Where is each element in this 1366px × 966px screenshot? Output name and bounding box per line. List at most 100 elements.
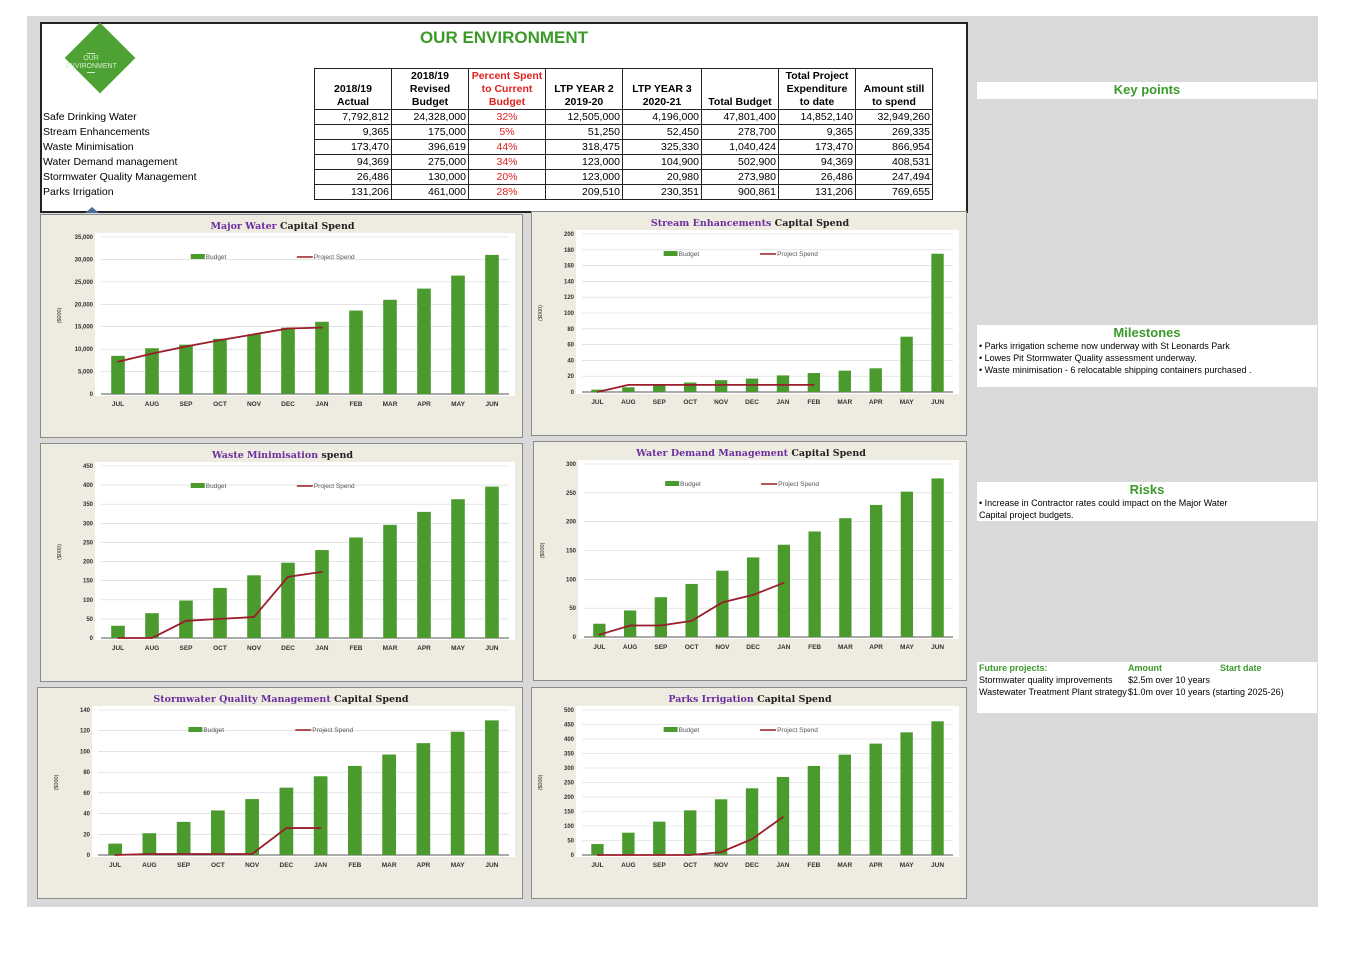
budget-bar xyxy=(591,843,604,855)
future-project-name: Stormwater quality improvements xyxy=(979,675,1113,685)
chart-title: Water Demand Management Capital Spend xyxy=(635,448,866,459)
budget-bar xyxy=(684,810,697,855)
chart-title: Waste Minimisation spend xyxy=(211,450,353,461)
project-spend-point xyxy=(720,851,722,853)
table-cell: 175,000 xyxy=(391,124,469,140)
budget-bar xyxy=(383,524,397,638)
x-tick-label: SEP xyxy=(177,862,191,869)
budget-bar xyxy=(776,375,790,392)
project-spend-point xyxy=(782,384,784,386)
amount-heading: Amount xyxy=(1128,663,1162,673)
x-tick-label: JUL xyxy=(591,862,603,869)
x-tick-label: AUG xyxy=(145,401,159,408)
project-spend-point xyxy=(151,637,153,639)
project-spend-point xyxy=(321,326,323,329)
y-tick-label: 250 xyxy=(564,781,575,787)
x-tick-label: NOV xyxy=(247,401,262,408)
budget-bar xyxy=(179,344,193,394)
x-tick-label: SEP xyxy=(653,862,667,869)
x-tick-label: MAR xyxy=(838,644,853,651)
project-spend-point xyxy=(689,854,692,856)
y-tick-label: 40 xyxy=(567,358,574,364)
project-spend-point xyxy=(185,345,187,348)
chart-water-demand: Water Demand Management Capital Spend ($0… xyxy=(533,441,967,681)
legend-spend-label: Project Spend xyxy=(777,727,818,734)
project-spend-point xyxy=(253,333,255,336)
budget-bar xyxy=(623,610,637,637)
plot-area xyxy=(576,230,959,394)
x-tick-label: NOV xyxy=(245,862,260,869)
plot-area xyxy=(95,462,515,640)
budget-bar xyxy=(281,562,295,638)
x-tick-label: DEC xyxy=(745,399,759,406)
y-tick-label: 400 xyxy=(564,737,575,743)
x-tick-label: JUL xyxy=(112,645,124,652)
x-tick-label: SEP xyxy=(653,399,667,406)
budget-bar xyxy=(714,380,728,392)
legend-budget-label: Budget xyxy=(679,727,700,734)
risk-item: Capital project budgets. xyxy=(979,510,1074,520)
table-cell: 396,619 xyxy=(391,139,469,155)
x-tick-label: MAR xyxy=(837,399,852,406)
table-cell: 7,792,812 xyxy=(314,109,392,125)
x-tick-label: FEB xyxy=(808,644,821,651)
col-header-revised-budget: 2018/19 Revised Budget xyxy=(391,68,469,110)
budget-bar xyxy=(838,370,851,392)
project-spend-point xyxy=(751,838,753,840)
project-spend-point xyxy=(251,853,253,855)
budget-bar xyxy=(746,557,760,637)
y-tick-label: 300 xyxy=(83,521,94,527)
budget-bar xyxy=(869,504,883,637)
chart-title-highlight: Waste Minimisation xyxy=(211,450,318,461)
x-tick-label: NOV xyxy=(247,645,262,652)
start-date-heading: Start date xyxy=(1220,663,1262,673)
chart-title-highlight: Stream Enhancements xyxy=(651,218,772,229)
project-spend-point xyxy=(751,384,753,386)
table-cell: 12,505,000 xyxy=(545,109,623,125)
chart-waste-minimisation: Waste Minimisation spend ($000) 0 50 100 150 2… xyxy=(40,443,523,682)
y-tick-label: 20 xyxy=(567,374,574,380)
y-tick-label: 160 xyxy=(564,264,575,270)
budget-bar xyxy=(349,310,363,394)
table-cell: 26,486 xyxy=(778,169,856,185)
budget-bar xyxy=(451,499,465,638)
pointer-icon xyxy=(85,207,99,213)
budget-bar xyxy=(485,486,499,638)
col-header-amount-remaining: Amount still to spend xyxy=(855,68,933,110)
x-tick-label: OCT xyxy=(213,645,227,652)
project-spend-point xyxy=(627,854,630,856)
y-tick-label: 25,000 xyxy=(75,280,94,286)
future-project-amount: $1.0m over 10 years (starting 2025-26) xyxy=(1128,687,1284,697)
table-cell: 275,000 xyxy=(391,154,469,170)
y-tick-label: 20 xyxy=(83,832,90,838)
x-tick-label: MAY xyxy=(451,401,466,408)
y-tick-label: 150 xyxy=(564,810,575,816)
table-row: Waste Minimisation 173,470 396,619 44% 318,4… xyxy=(42,139,933,155)
table-cell: 44% xyxy=(468,139,546,155)
chart-title-rest: spend xyxy=(318,450,353,461)
table-cell: 173,470 xyxy=(314,139,392,155)
row-label: Parks Irrigation xyxy=(43,186,114,198)
x-tick-label: JUL xyxy=(112,401,124,408)
table-cell: 900,861 xyxy=(701,184,779,200)
x-tick-label: APR xyxy=(417,645,431,652)
budget-bar xyxy=(247,575,261,638)
x-tick-label: DEC xyxy=(281,645,295,652)
x-tick-label: AUG xyxy=(623,644,637,651)
table-cell: 32,949,260 xyxy=(855,109,933,125)
budget-bar xyxy=(450,731,465,855)
plot-area xyxy=(578,460,959,639)
legend-spend-label: Project Spend xyxy=(312,727,353,734)
logo-text-line2: ENVIRONMENT xyxy=(65,63,117,70)
budget-bar xyxy=(654,597,668,637)
milestone-item: • Waste minimisation - 6 relocatable shi… xyxy=(979,365,1252,375)
x-tick-label: AUG xyxy=(621,399,635,406)
budget-bar xyxy=(900,491,914,637)
table-row: Safe Drinking Water 7,792,812 24,328,000 32… xyxy=(42,109,933,125)
table-cell: 173,470 xyxy=(778,139,856,155)
project-spend-line xyxy=(597,383,814,393)
budget-bar xyxy=(776,776,790,855)
future-project-name: Wastewater Treatment Plant strategy xyxy=(979,687,1127,697)
legend-budget-label: Budget xyxy=(206,483,227,490)
budget-bar xyxy=(839,518,852,637)
